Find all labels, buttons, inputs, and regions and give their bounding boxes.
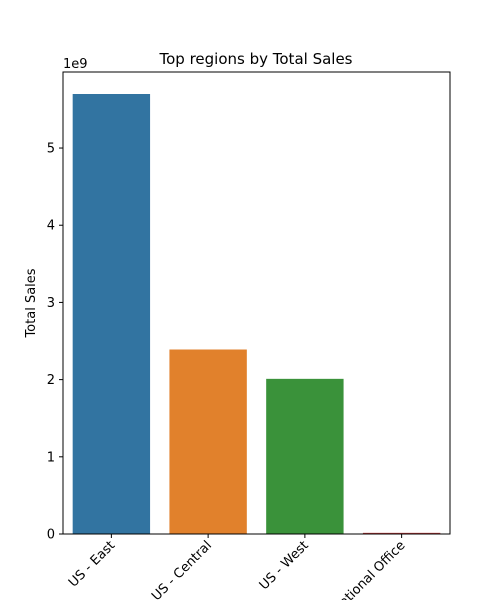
y-tick-label: 2 [47, 373, 55, 388]
bar-us-west [266, 378, 344, 534]
bar-us-central [169, 349, 247, 534]
y-tick-label: 0 [47, 528, 55, 543]
y-tick-label: 5 [47, 142, 55, 157]
y-axis-label: Total Sales [24, 268, 39, 338]
x-tick-label: US - Central [149, 538, 215, 600]
x-tick-label: National Office [330, 538, 409, 600]
x-tick-label: US - East [66, 538, 118, 590]
y-tick-label: 4 [47, 219, 55, 234]
plot-frame [62, 71, 451, 535]
chart-title: Top regions by Total Sales [159, 50, 353, 68]
bar-us-east [72, 94, 151, 534]
y-tick-label: 1 [47, 450, 55, 465]
bar-national-office [362, 532, 441, 534]
y-tick-label: 3 [47, 296, 55, 311]
x-tick-label: US - West [257, 538, 312, 593]
y-offset-label: 1e9 [63, 57, 88, 72]
